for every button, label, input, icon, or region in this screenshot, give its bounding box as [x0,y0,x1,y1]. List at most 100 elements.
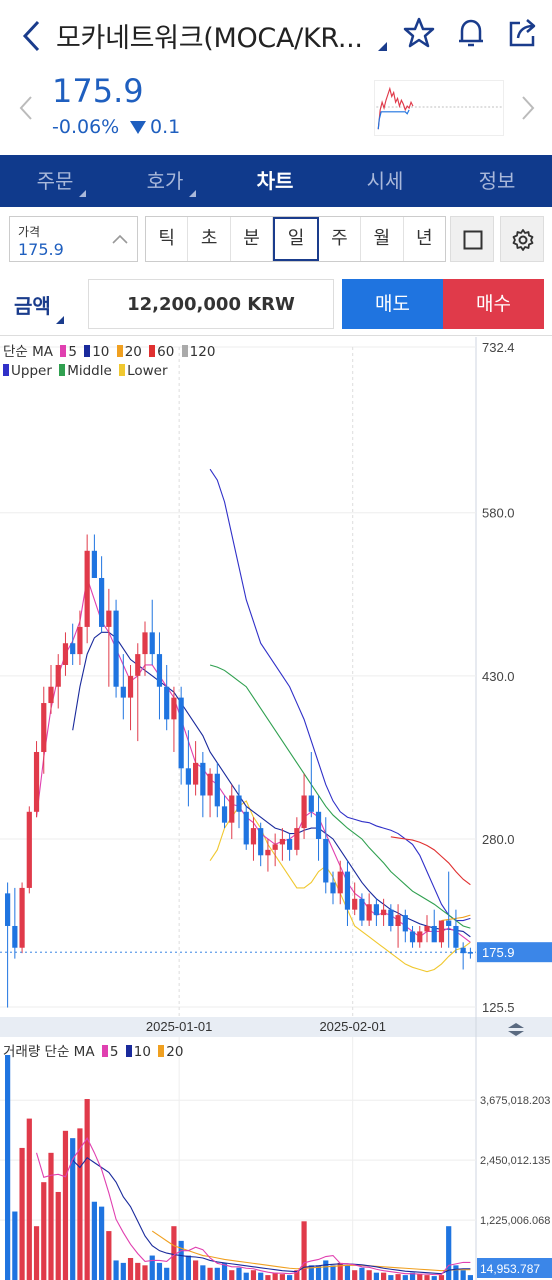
price-chart[interactable]: 732.4 580.0 430.0 280.0 125.5 2025-01-01 2025-… [0,337,552,1280]
period-year[interactable]: 년 [415,228,433,249]
candle-body [265,849,271,856]
candle-body [446,920,452,926]
chart-canvas[interactable]: 732.4 580.0 430.0 280.0 125.5 2025-01-01 2025-… [0,337,552,1280]
candle-body [424,925,430,932]
date-axis-tick: 2025-01-01 [146,1019,213,1034]
volume-bar [106,1231,112,1280]
volume-bar [467,1275,473,1280]
candle-body [344,871,351,910]
candle-body [171,697,177,720]
tab-order[interactable]: 주문 [20,155,90,207]
volume-bar [236,1267,242,1280]
ma5-label: 5 [68,344,77,360]
buy-button[interactable]: 매수 [443,279,544,329]
volume-bar [279,1274,285,1280]
volume-axis-tick: 1,225,006.068 [480,1215,550,1227]
period-week[interactable]: 주 [319,217,362,261]
volume-bar [250,1270,257,1280]
volume-bar [84,1099,90,1280]
volume-ma5-line [36,1137,471,1276]
chart-type-selector[interactable]: 가격 175.9 [9,216,138,262]
volume-bar [330,1265,336,1280]
candle-body [99,577,105,627]
price-axis-tick: 430.0 [482,669,515,684]
volume-bar [156,1262,163,1280]
chart-background [0,337,552,1280]
current-price-tag-bg [477,942,552,963]
volume-bar [402,1275,408,1280]
price-axis-tick: 580.0 [482,506,515,521]
candle-body [77,626,83,655]
candle-body [272,844,278,850]
sell-button[interactable]: 매도 [342,279,443,329]
chart-type-label: 가격 [18,225,41,239]
candle-body [84,550,90,627]
down-triangle-icon [130,121,146,134]
volume-legend: 거래량 단순 MA 5 10 20 [3,1040,183,1060]
period-minute[interactable]: 분 [231,217,274,261]
amount-dropdown-caret-icon[interactable] [56,316,64,324]
period-day[interactable]: 일 [273,217,319,261]
chevron-up-icon [112,234,128,244]
candle-body [62,643,69,665]
candle-body [193,762,199,785]
vol-ma5-swatch [101,1045,108,1057]
volume-bar [91,1201,97,1280]
title-dropdown-caret-icon[interactable] [378,42,387,51]
ma5-swatch [60,345,67,357]
ma120-label: 120 [189,344,216,360]
volume-bar [323,1260,329,1280]
volume-bar [48,1152,54,1280]
volume-bar [193,1260,199,1280]
volume-bar [258,1272,264,1280]
candle-body [431,925,437,943]
tab-info[interactable]: 정보 [462,155,532,207]
period-second[interactable]: 초 [188,217,231,261]
candle-body [352,898,358,910]
volume-bar [294,1270,300,1280]
period-month[interactable]: 월 [361,217,404,261]
volume-bar [55,1191,61,1280]
volume-bar [438,1275,445,1280]
change-amount: 0.1 [130,116,180,138]
amount-type-label[interactable]: 금액 [14,294,51,318]
volume-bar [431,1276,437,1280]
volume-axis-tick: 2,450,012.135 [480,1155,550,1167]
chevron-left-icon[interactable] [18,18,46,54]
fullscreen-button[interactable] [450,216,494,262]
candle-body [315,811,322,839]
volume-bar [453,1265,459,1280]
candle-body [409,931,416,943]
volume-bar [127,1257,134,1280]
page-title[interactable]: 모카네트워크(MOCA/KR... [56,23,363,54]
period-tick[interactable]: 틱 [146,217,189,261]
tab-quotes[interactable]: 시세 [350,155,420,207]
volume-bar [200,1265,206,1280]
ma10-swatch [84,345,91,357]
volume-bar [41,1182,47,1280]
candle-body [417,931,423,943]
star-icon[interactable] [402,16,436,50]
bell-icon[interactable] [454,16,488,50]
tab-quotes-label: 시세 [366,169,404,193]
volume-bar [460,1270,466,1280]
volume-bar [33,1226,40,1280]
order-row [0,272,552,336]
share-icon[interactable] [506,16,540,50]
tab-chart[interactable]: 차트 [240,155,310,207]
volume-bar [265,1275,271,1280]
settings-button[interactable] [500,216,544,262]
current-volume-tag: 14,953.787 [480,1262,540,1276]
volume-bar [373,1272,379,1280]
candle-body [381,909,387,916]
ma60-line [390,836,471,886]
amount-input[interactable]: 12,200,000 KRW [88,279,334,329]
bb-lower-label: Lower [127,363,168,379]
next-arrow-icon[interactable] [520,94,536,122]
ma60-label: 60 [157,344,175,360]
prev-arrow-icon[interactable] [18,94,34,122]
tab-orderbook-label: 호가 [146,169,184,193]
tab-orderbook[interactable]: 호가 [130,155,200,207]
volume-bar [221,1262,228,1280]
volume-bar [308,1265,314,1280]
